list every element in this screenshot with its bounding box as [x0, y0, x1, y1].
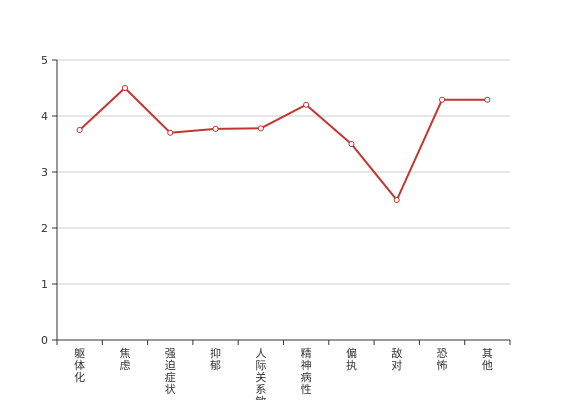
data-point	[257, 125, 264, 132]
x-tick-label: 焦虑	[119, 347, 130, 372]
data-point	[348, 141, 355, 147]
x-tick-label: 躯体化	[74, 347, 85, 384]
x-tick-label: 人际关系敏感	[255, 347, 266, 400]
axis-labels: 0 1 2 3 4 5 躯体化 焦虑 强迫症状 抑郁 人际关系敏感 精神病性 偏执 敌对 恐怖 其他	[41, 54, 493, 400]
x-tick-label: 抑郁	[210, 346, 221, 372]
data-point	[121, 85, 128, 91]
data-point	[167, 129, 174, 136]
data-point	[484, 96, 491, 103]
data-point	[303, 101, 310, 108]
data-point	[393, 197, 400, 203]
grid-lines	[57, 59, 510, 285]
data-point	[439, 96, 446, 103]
x-tick-label: 精神病性	[301, 347, 312, 396]
x-tick-label: 敌对	[391, 346, 402, 372]
series-layer	[76, 85, 491, 203]
x-tick-label: 偏执	[346, 346, 357, 372]
x-tick-label: 恐怖	[437, 347, 448, 372]
series-line	[79, 87, 488, 201]
y-tick-label: 1	[41, 278, 48, 291]
x-tick-label: 其他	[482, 347, 493, 372]
y-tick-label: 2	[41, 222, 48, 235]
data-point	[212, 125, 219, 132]
x-tick-label: 强迫症状	[165, 347, 176, 396]
y-tick-label: 0	[41, 334, 48, 347]
y-tick-label: 4	[41, 110, 48, 123]
data-point	[76, 127, 83, 133]
y-tick-label: 5	[41, 54, 48, 67]
axes	[52, 59, 511, 345]
y-tick-label: 3	[41, 166, 48, 179]
